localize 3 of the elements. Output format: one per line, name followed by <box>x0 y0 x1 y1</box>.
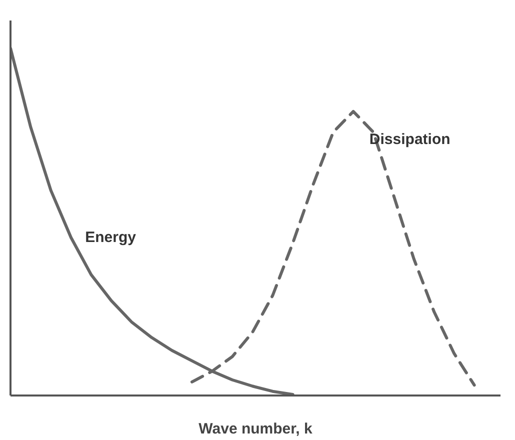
series-label: Energy <box>85 229 137 246</box>
series-label: Dissipation <box>369 130 450 148</box>
x-axis-title: Wave number, k <box>198 420 313 438</box>
